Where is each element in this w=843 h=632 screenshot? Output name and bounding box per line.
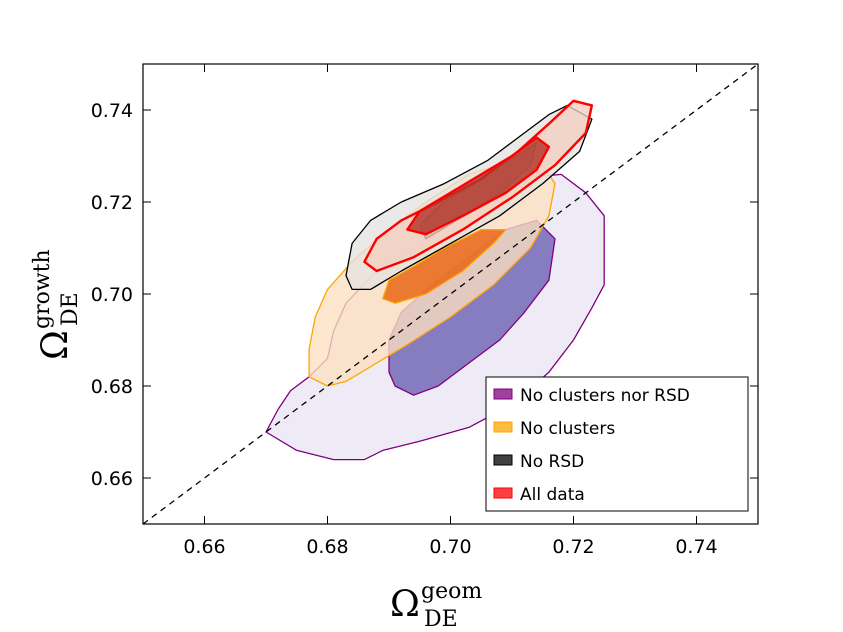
tick-layer: 0.66 0.68 0.70 0.72 0.74 0.66 0.68 0.70 0.72 0.74	[91, 64, 758, 558]
contour-inner-1	[382, 228, 507, 304]
contour-inner-3	[406, 136, 551, 236]
y-axis-label-main: Ω	[35, 330, 76, 360]
x-axis-label-sub: DE	[424, 607, 458, 632]
y-axis-label-sup: growth	[30, 249, 55, 329]
x-axis-label-main: Ω	[390, 584, 420, 625]
legend-label-2: No RSD	[520, 452, 584, 472]
y-axis-label-sub: DE	[58, 292, 83, 326]
y-tick-label-0: 0.66	[91, 468, 133, 490]
legend-swatch-3	[493, 487, 513, 499]
y-axis-label: Ω growth DE	[30, 249, 83, 360]
y-tick-label-2: 0.70	[91, 284, 133, 306]
x-tick-label-1: 0.68	[306, 536, 348, 558]
x-tick-label-4: 0.74	[675, 536, 717, 558]
y-tick-label-4: 0.74	[91, 100, 133, 122]
reference-line	[143, 64, 758, 524]
legend-label-0: No clusters nor RSD	[520, 386, 690, 406]
legend-box	[485, 376, 749, 512]
legend-label-1: No clusters	[520, 419, 615, 439]
legend-swatch-0	[493, 388, 513, 400]
x-axis-label-sup: geom	[421, 579, 482, 604]
x-tick-label-0: 0.66	[183, 536, 225, 558]
y-tick-label-3: 0.72	[91, 192, 133, 214]
legend-label-3: All data	[520, 485, 585, 505]
legend: No clusters nor RSD No clusters No RSD A…	[485, 376, 749, 512]
x-tick-label-3: 0.72	[552, 536, 594, 558]
x-tick-label-2: 0.70	[429, 536, 471, 558]
legend-swatch-1	[493, 421, 513, 433]
reference-line-layer	[143, 64, 758, 524]
x-axis-label: Ω geom DE	[390, 579, 482, 632]
y-tick-label-1: 0.68	[91, 376, 133, 398]
legend-swatch-2	[493, 454, 513, 466]
